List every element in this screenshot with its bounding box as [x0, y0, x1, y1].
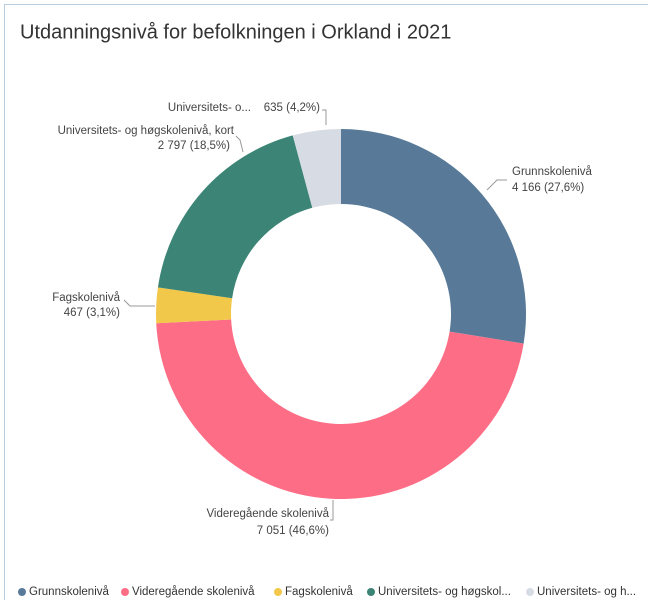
leader-line	[486, 179, 507, 191]
legend-marker	[121, 588, 129, 596]
donut-slice	[155, 287, 233, 324]
donut-slice	[156, 319, 524, 500]
data-label-name: Fagskolenivå	[52, 292, 120, 304]
legend-label: Grunnskolenivå	[29, 586, 110, 598]
data-label-name: Grunnskolenivå	[512, 166, 593, 178]
legend-label: Universitets- og høgskol...	[378, 586, 511, 598]
data-label-value: 4 166 (27,6%)	[512, 182, 584, 194]
leader-line	[330, 500, 334, 521]
data-label-value: 635 (4,2%)	[264, 102, 320, 114]
frame	[4, 4, 648, 600]
chart-title: Utdanningsnivå for befolkningen i Orklan…	[20, 21, 451, 43]
leader-line	[235, 135, 244, 153]
leader-line	[322, 109, 327, 125]
legend-label: Universitets- og h...	[537, 586, 636, 598]
data-label-name: Universitets- o...	[168, 102, 251, 114]
data-label-name: Videregående skolenivå	[206, 508, 329, 520]
data-label-value: 467 (3,1%)	[64, 307, 120, 319]
leader-line	[123, 299, 155, 307]
data-label-value: 7 051 (46,6%)	[257, 525, 329, 537]
legend-marker	[274, 588, 282, 596]
legend-marker	[367, 588, 375, 596]
donut-slice	[341, 129, 527, 344]
data-label-value: 2 797 (18,5%)	[158, 140, 230, 152]
legend-label: Videregående skolenivå	[132, 586, 255, 598]
donut-slice	[157, 135, 313, 299]
legend-marker	[18, 588, 26, 596]
data-label-name: Universitets- og høgskolenivå, kort	[58, 125, 235, 137]
donut-slice	[292, 129, 341, 208]
legend-label: Fagskolenivå	[285, 586, 353, 598]
legend-marker	[526, 588, 534, 596]
